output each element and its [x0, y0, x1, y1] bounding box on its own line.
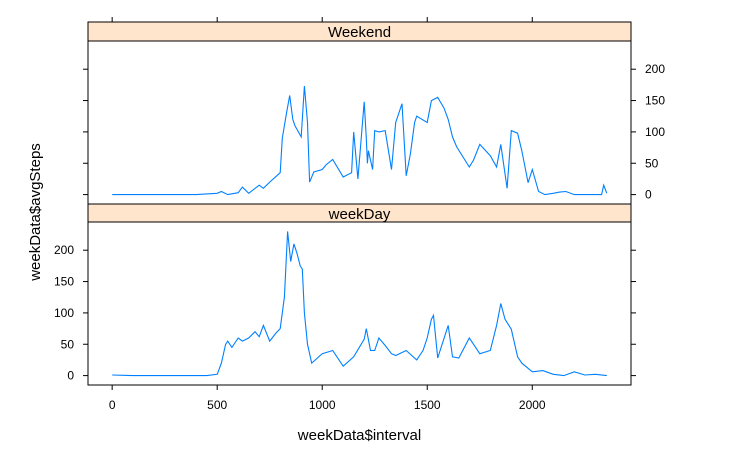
- y-tick-label-weekday: 150: [54, 275, 74, 289]
- strip-label-weekday: weekDay: [328, 206, 391, 223]
- y-tick-label-weekday: 200: [54, 243, 74, 257]
- y-tick-label-weekday: 50: [61, 337, 75, 351]
- y-tick-label-weekend: 0: [645, 188, 652, 202]
- panel-weekday: weekDay: [87, 203, 632, 386]
- y-axis-title: weekData$avgSteps: [27, 143, 44, 282]
- strip-label-weekend: Weekend: [328, 24, 391, 41]
- panel-weekend: Weekend: [87, 21, 632, 205]
- x-tick-label: 500: [207, 398, 227, 412]
- axes: 0 500 1000 1500 2000 0 0 50 50 100 100 150 150 200 200: [54, 17, 665, 412]
- x-tick-label: 1000: [309, 398, 336, 412]
- x-tick-label: 0: [109, 398, 116, 412]
- x-tick-label: 2000: [519, 398, 546, 412]
- y-tick-label-weekend: 50: [645, 156, 659, 170]
- series-line-weekend: [112, 86, 608, 196]
- plot-area-weekend: [87, 40, 632, 205]
- x-axis-title: weekData$interval: [297, 427, 421, 444]
- y-tick-label-weekday: 100: [54, 306, 74, 320]
- y-tick-label-weekend: 200: [645, 62, 665, 76]
- x-tick-label: 1500: [414, 398, 441, 412]
- y-tick-label-weekend: 100: [645, 125, 665, 139]
- y-tick-label-weekday: 0: [67, 369, 74, 383]
- y-tick-label-weekend: 150: [645, 94, 665, 108]
- plot-weekday: [112, 231, 607, 377]
- plot-weekend: [112, 86, 608, 196]
- plot-area-weekday: [87, 221, 632, 386]
- series-line-weekday: [112, 231, 607, 377]
